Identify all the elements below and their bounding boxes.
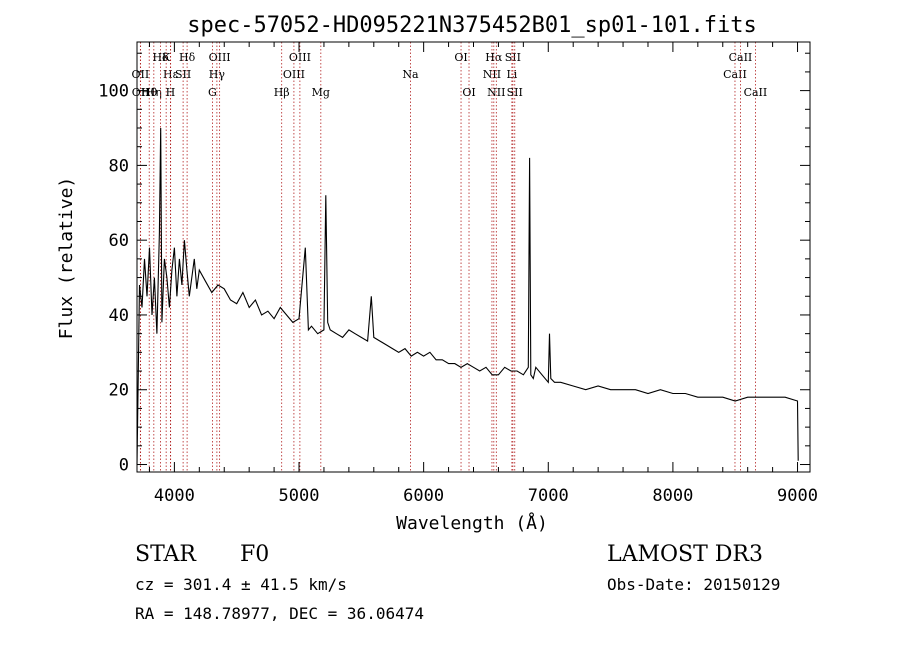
spectral-line-label: G (208, 86, 217, 99)
spectral-line-label: Na (402, 68, 419, 81)
spectral-line-label: OIII (283, 68, 305, 81)
y-tick-label: 100 (98, 82, 129, 102)
y-tick-label: 20 (109, 381, 129, 401)
x-axis: 4000 5000 6000 7000 8000 9000 (148, 42, 818, 506)
x-tick-label: 9000 (777, 486, 818, 506)
x-tick-label: 8000 (652, 486, 693, 506)
x-tick-label: 6000 (403, 486, 444, 506)
spectral-line-label: OI (454, 51, 467, 64)
spectral-line-label: Hγ (209, 68, 226, 81)
spectral-line-label: CaII (744, 86, 768, 99)
spectral-line-label: SII (505, 51, 521, 64)
observation-date: Obs-Date: 20150129 (607, 575, 780, 594)
object-type: STAR (135, 542, 197, 567)
y-axis-label: Flux (relative) (56, 177, 77, 340)
spectral-lines-layer: OIIOIIHθHηHδHεKHSIIHδGHγOIIIHβOIIIOIIIMg… (132, 42, 768, 472)
spectral-line-label: Hδ (152, 51, 169, 64)
spectral-line-label: SII (175, 68, 191, 81)
spectral-class: F0 (240, 542, 269, 567)
spectral-line-label: SII (507, 86, 523, 99)
spectral-line-label: Mg (312, 86, 330, 99)
spectral-line-label: OI (462, 86, 475, 99)
x-tick-label: 5000 (279, 486, 320, 506)
spectral-line-label: Hδ (179, 51, 196, 64)
y-axis: 0 20 40 60 80 100 (98, 52, 810, 476)
y-tick-label: 0 (119, 456, 129, 476)
y-tick-label: 60 (109, 231, 129, 251)
spectral-line-label: K (162, 51, 171, 64)
coordinates: RA = 148.78977, DEC = 36.06474 (135, 604, 424, 623)
x-tick-label: 4000 (154, 486, 195, 506)
plot-frame (136, 41, 811, 473)
spectral-line-label: Li (506, 68, 517, 81)
series-layer (136, 127, 799, 465)
spectral-line-label: Hα (485, 51, 503, 64)
spectral-line-label: CaII (729, 51, 753, 64)
survey-name: LAMOST DR3 (607, 542, 763, 567)
x-tick-label: 7000 (528, 486, 569, 506)
redshift-cz: cz = 301.4 ± 41.5 km/s (135, 575, 347, 594)
spectral-line-label: CaII (723, 68, 747, 81)
spectral-line-label: OII (132, 86, 150, 99)
spectral-line-label: OIII (289, 51, 311, 64)
spectral-line-label: OIII (209, 51, 231, 64)
spectral-line-label: NII (483, 68, 501, 81)
spectral-line-label: H (166, 86, 176, 99)
spectral-line-label: Hβ (274, 86, 290, 99)
y-tick-label: 40 (109, 306, 129, 326)
y-tick-label: 80 (109, 156, 129, 176)
flux-series-line (136, 127, 799, 465)
spectral-line-label: NII (487, 86, 505, 99)
x-axis-label: Wavelength (Å) (396, 512, 548, 534)
spectral-line-label: Hη (146, 86, 162, 99)
chart-title: spec-57052-HD095221N375452B01_sp01-101.f… (187, 13, 757, 38)
